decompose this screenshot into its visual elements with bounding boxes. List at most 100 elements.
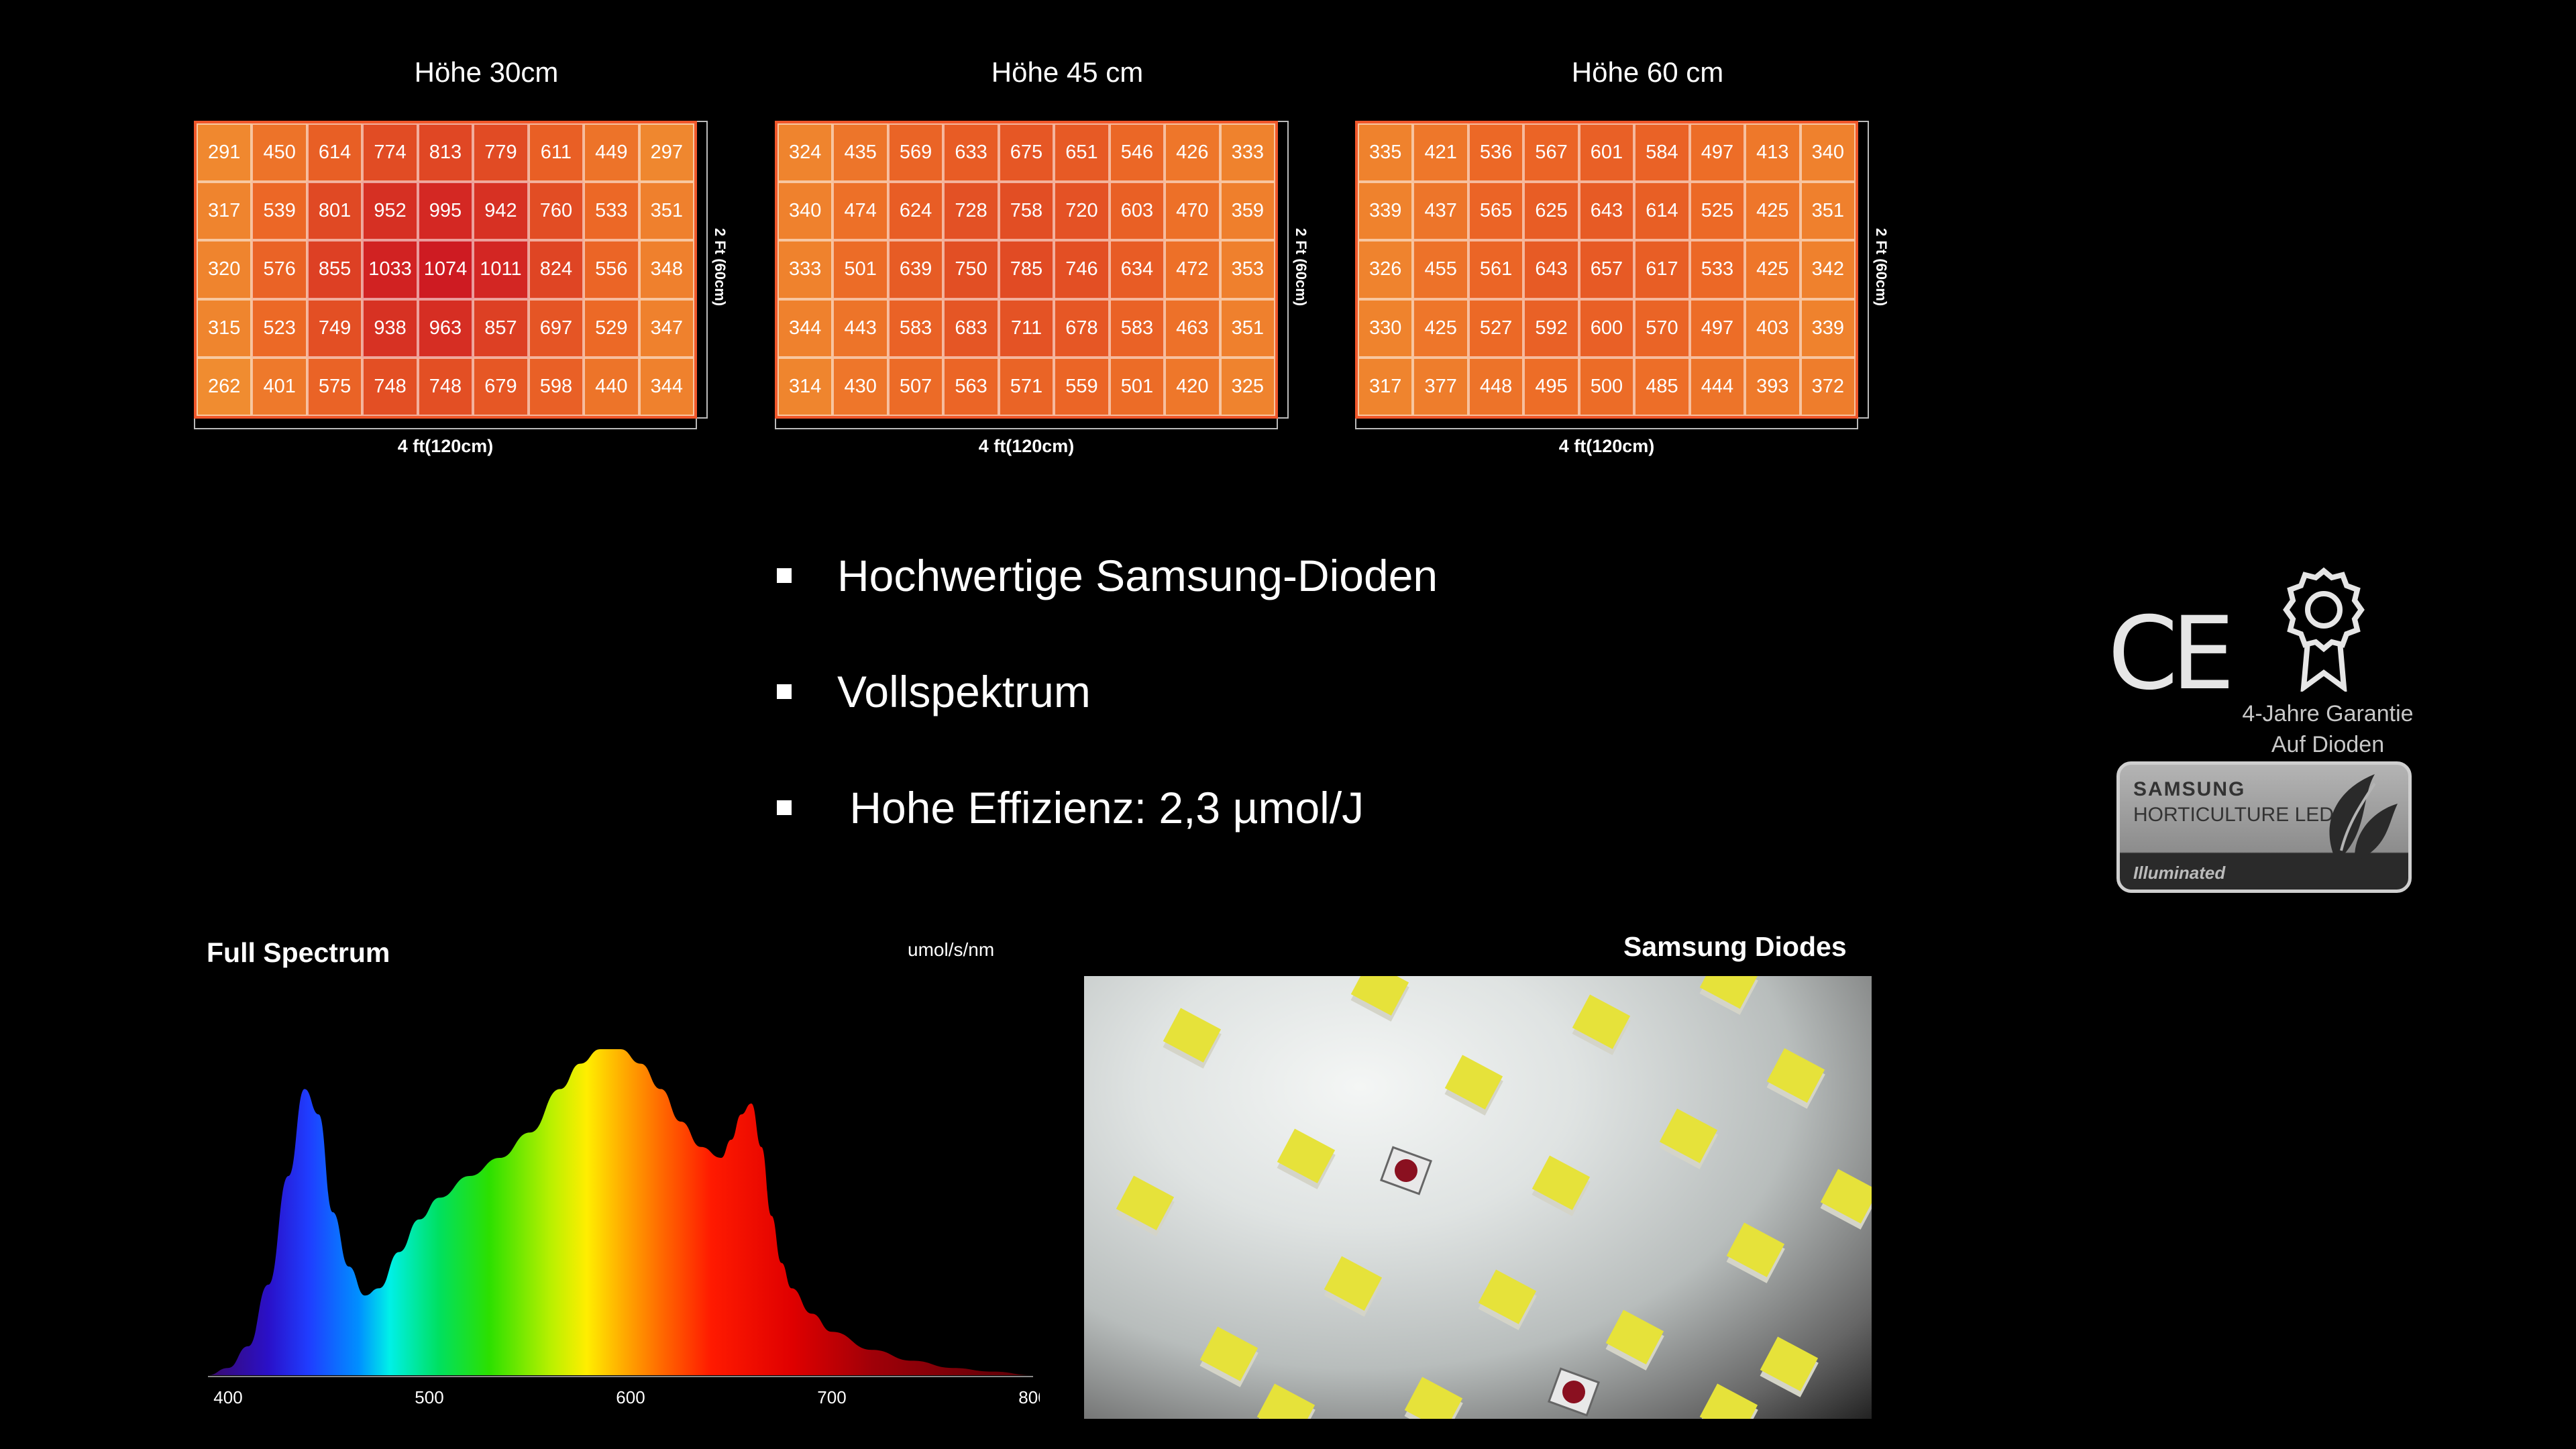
x-tick-label: 500 (415, 1387, 443, 1407)
heatmap-cell: 750 (943, 240, 999, 299)
heatmap-cell: 601 (1578, 123, 1635, 182)
heatmap-cell: 437 (1413, 182, 1468, 241)
heatmap-cell: 575 (307, 357, 363, 416)
heatmap-cell: 774 (362, 123, 418, 182)
feature-text: Hohe Effizienz: 2,3 µmol/J (837, 783, 1364, 833)
heatmap-title: Höhe 30cm (414, 56, 559, 88)
heatmap-cell: 625 (1523, 182, 1579, 241)
feature-text: Vollspektrum (837, 667, 1091, 716)
heatmap-cell: 748 (362, 357, 418, 416)
spectrum-area (208, 1049, 1033, 1375)
heatmap-cell: 561 (1468, 240, 1524, 299)
x-tick-label: 600 (616, 1387, 645, 1407)
led-diode (1277, 1128, 1336, 1189)
heatmap-cell: 421 (1413, 123, 1468, 182)
heatmap-cell: 539 (252, 182, 307, 241)
heatmap-grid: 291 450 614 774 813 779 611 449 297 317 539 801 952 9… (194, 121, 697, 419)
bullet-marker (777, 684, 792, 699)
led-diode (1199, 1326, 1258, 1387)
heatmap-cell: 523 (252, 299, 307, 358)
heatmap-cell: 262 (197, 357, 252, 416)
heatmap-cell: 340 (1800, 123, 1856, 182)
heatmap-cell: 1033 (362, 240, 418, 299)
samsung-horticulture-badge: SAMSUNG HORTICULTURE LED Illuminated (2116, 761, 2412, 893)
heatmap-cell: 749 (307, 299, 363, 358)
heatmap-cell: 351 (1220, 299, 1275, 358)
heatmap-cell: 720 (1054, 182, 1110, 241)
heatmap-cell: 335 (1358, 123, 1413, 182)
heatmap-cell: 1011 (473, 240, 529, 299)
led-diode (1572, 994, 1631, 1055)
heatmap-cell: 497 (1689, 299, 1746, 358)
height-dimension-line (1858, 121, 1869, 419)
heatmap-cell: 425 (1413, 299, 1468, 358)
photo-title: Samsung Diodes (1623, 931, 1847, 962)
led-diode (1256, 1383, 1316, 1419)
height-dimension-label: 2 Ft (60cm) (1873, 228, 1890, 307)
heatmap-cell: 353 (1220, 240, 1275, 299)
heatmap-cell: 679 (473, 357, 529, 416)
heatmap-cell: 444 (1689, 357, 1746, 416)
led-diode (1532, 1155, 1591, 1216)
ce-mark-icon: CE (2108, 596, 2235, 712)
heatmap-cell: 711 (998, 299, 1055, 358)
heatmap-cell: 758 (998, 182, 1055, 241)
heatmap-cell: 443 (833, 299, 888, 358)
heatmap-cell: 633 (943, 123, 999, 182)
heatmap-cell: 500 (1578, 357, 1635, 416)
heatmap-cell: 401 (252, 357, 307, 416)
heatmap-cell: 413 (1745, 123, 1801, 182)
led-diode (1659, 1108, 1718, 1169)
heatmap-cell: 639 (888, 240, 944, 299)
x-tick-label: 400 (213, 1387, 242, 1407)
heatmap-cell: 857 (473, 299, 529, 358)
heatmap-cell: 359 (1220, 182, 1275, 241)
heatmap-cell: 320 (197, 240, 252, 299)
heatmap-cell: 333 (777, 240, 833, 299)
width-dimension-line (194, 419, 697, 429)
heatmap-cell: 351 (639, 182, 694, 241)
heatmap-cell: 748 (417, 357, 474, 416)
width-dimension-line (1355, 419, 1858, 429)
heatmap-cell: 470 (1165, 182, 1220, 241)
heatmap-cell: 536 (1468, 123, 1524, 182)
red-diode (1547, 1367, 1601, 1417)
heatmap-title: Höhe 60 cm (1571, 56, 1724, 88)
heatmap-cell: 317 (1358, 357, 1413, 416)
heatmap-cell: 348 (639, 240, 694, 299)
heatmap-cell: 495 (1523, 357, 1579, 416)
heatmap-grid: 324 435 569 633 675 651 546 426 333 340 474 624 728 7… (775, 121, 1278, 419)
spectrum-chart: 400 500 600 700 800 (208, 1049, 1040, 1407)
led-diode (1699, 1383, 1758, 1419)
led-diode (1820, 1169, 1872, 1230)
heatmap-cell: 315 (197, 299, 252, 358)
heatmap-cell: 426 (1165, 123, 1220, 182)
heatmap-cell: 657 (1578, 240, 1635, 299)
heatmap-cell: 326 (1358, 240, 1413, 299)
heatmap-cell: 651 (1054, 123, 1110, 182)
heatmap-cell: 435 (833, 123, 888, 182)
heatmap-cell: 533 (584, 182, 639, 241)
heatmap-cell: 643 (1523, 240, 1579, 299)
heatmap-cell: 474 (833, 182, 888, 241)
heatmap-cell: 448 (1468, 357, 1524, 416)
heatmap-title: Höhe 45 cm (991, 56, 1144, 88)
bullet-marker (777, 568, 792, 583)
heatmap-cell: 785 (998, 240, 1055, 299)
width-dimension-line (775, 419, 1278, 429)
badge-subtitle: HORTICULTURE LED (2133, 804, 2334, 826)
chart-title: Full Spectrum (207, 937, 390, 968)
heatmap-cell: 455 (1413, 240, 1468, 299)
heatmap-cell: 507 (888, 357, 944, 416)
heatmap-cell: 339 (1358, 182, 1413, 241)
heatmap-grid: 335 421 536 567 601 584 497 413 340 339 437 565 625 6… (1355, 121, 1858, 419)
heatmap-cell: 697 (528, 299, 584, 358)
led-diode (1766, 1048, 1825, 1109)
guarantee-label: 4-Jahre Garantie Auf Dioden (2227, 699, 2428, 761)
chart-unit-label: umol/s/nm (908, 939, 995, 960)
heatmap-cell: 855 (307, 240, 363, 299)
led-diode (1605, 1309, 1664, 1371)
heatmap-cell: 450 (252, 123, 307, 182)
heatmap-cell: 529 (584, 299, 639, 358)
led-diode (1163, 1008, 1222, 1069)
